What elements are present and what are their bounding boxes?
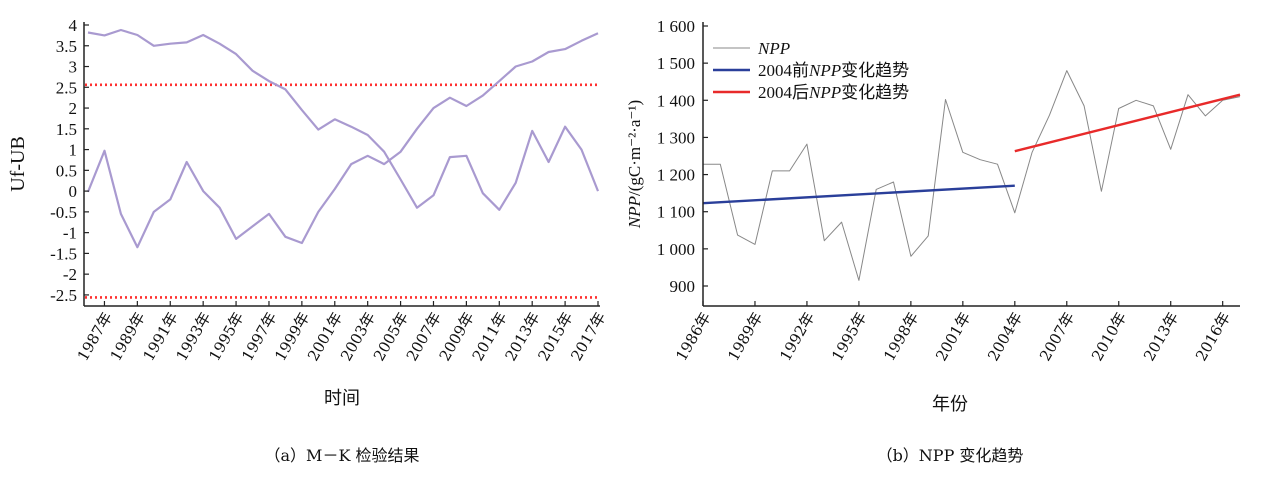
- series-line-0: [703, 70, 1241, 281]
- figure-caption-a: （a）M－K 检验结果: [265, 446, 420, 465]
- x-tick-label: 2007年: [1036, 309, 1078, 364]
- figure-caption-b: （b）NPP 变化趋势: [877, 446, 1024, 465]
- y-tick-label: -1.5: [50, 244, 77, 263]
- y-tick-label: -2.5: [50, 286, 77, 305]
- y-tick-label: 900: [670, 277, 696, 296]
- x-tick-label: 1986年: [672, 309, 714, 364]
- y-axis-title-units: /(gC·m⁻²·a⁻¹): [625, 100, 644, 196]
- legend-label-2: 2004后NPP变化趋势: [758, 83, 909, 102]
- y-tick-label: 1 100: [657, 203, 695, 222]
- x-tick-label: 2016年: [1192, 309, 1234, 364]
- y-tick-label: 1 500: [657, 54, 695, 73]
- legend-label-1: 2004前NPP变化趋势: [758, 61, 909, 80]
- series-line-2: [1014, 93, 1241, 153]
- x-tick-label: 2013年: [1140, 309, 1182, 364]
- y-tick-label: 1.5: [56, 120, 77, 139]
- y-tick-label: 1: [69, 141, 78, 160]
- y-tick-label: 0: [69, 182, 78, 201]
- legend-label-0: NPP: [757, 39, 790, 58]
- chart-npp-trend: 1 600 1 500 1 400 1 300 1 200 1 100 1 000 900 1…: [625, 17, 1241, 465]
- x-axis-title: 年份: [932, 394, 968, 415]
- y-tick-label: 3.5: [56, 37, 77, 56]
- y-tick-label: -1: [63, 224, 77, 243]
- x-axis-title: 时间: [324, 388, 360, 409]
- y-tick-label: 3: [69, 58, 78, 77]
- x-tick-label: 2001年: [932, 309, 974, 364]
- y-axis-title: NPP/(gC·m⁻²·a⁻¹): [625, 100, 644, 229]
- x-tick-label: 1992年: [776, 309, 818, 364]
- series-line-1: [702, 184, 1015, 205]
- y-axis-title: Uf-UB: [7, 136, 29, 192]
- y-tick-label: 2: [69, 99, 78, 118]
- y-tick-label: -0.5: [50, 203, 77, 222]
- legend: NPP 2004前NPP变化趋势 2004后NPP变化趋势: [713, 39, 909, 102]
- y-ticks: 4 3.5 32.5 2 1.5 10.5 0 -0.5 -1-1.5 -2 -2.5: [50, 16, 89, 305]
- x-tick-label: 1998年: [880, 309, 922, 364]
- y-axis-title-italic: NPP: [625, 196, 644, 229]
- y-tick-label: -2: [63, 265, 77, 284]
- y-ticks: 1 600 1 500 1 400 1 300 1 200 1 100 1 000 900: [657, 17, 708, 296]
- x-tick-label: 2004年: [984, 309, 1026, 364]
- series-line-0: [87, 28, 600, 211]
- y-tick-label: 1 600: [657, 17, 695, 36]
- reference-lines: [85, 83, 600, 299]
- x-tick-label: 1995年: [828, 309, 870, 364]
- x-tick-label: 2010年: [1088, 309, 1130, 364]
- y-tick-label: 1 300: [657, 128, 695, 147]
- series-lines: [702, 70, 1241, 281]
- y-tick-label: 1 400: [657, 91, 695, 110]
- x-ticks: 1986年 1989年 1992年 1995年 1998年 2001年 2004年 2007年…: [672, 301, 1234, 364]
- y-tick-label: 1 200: [657, 166, 695, 185]
- chart-mk-test: 4 3.5 32.5 2 1.5 10.5 0 -0.5 -1-1.5 -2 -2.5 1987年1…: [7, 16, 609, 465]
- y-tick-label: 2.5: [56, 78, 77, 97]
- x-tick-label: 1989年: [724, 309, 766, 364]
- y-tick-label: 0.5: [56, 161, 77, 180]
- y-tick-label: 4: [69, 16, 78, 35]
- y-tick-label: 1 000: [657, 240, 695, 259]
- x-ticks: 1987年1989年1991年1993年1995年1997年1999年2001年…: [74, 301, 609, 364]
- series-line-1: [86, 32, 599, 249]
- series-lines: [86, 28, 600, 249]
